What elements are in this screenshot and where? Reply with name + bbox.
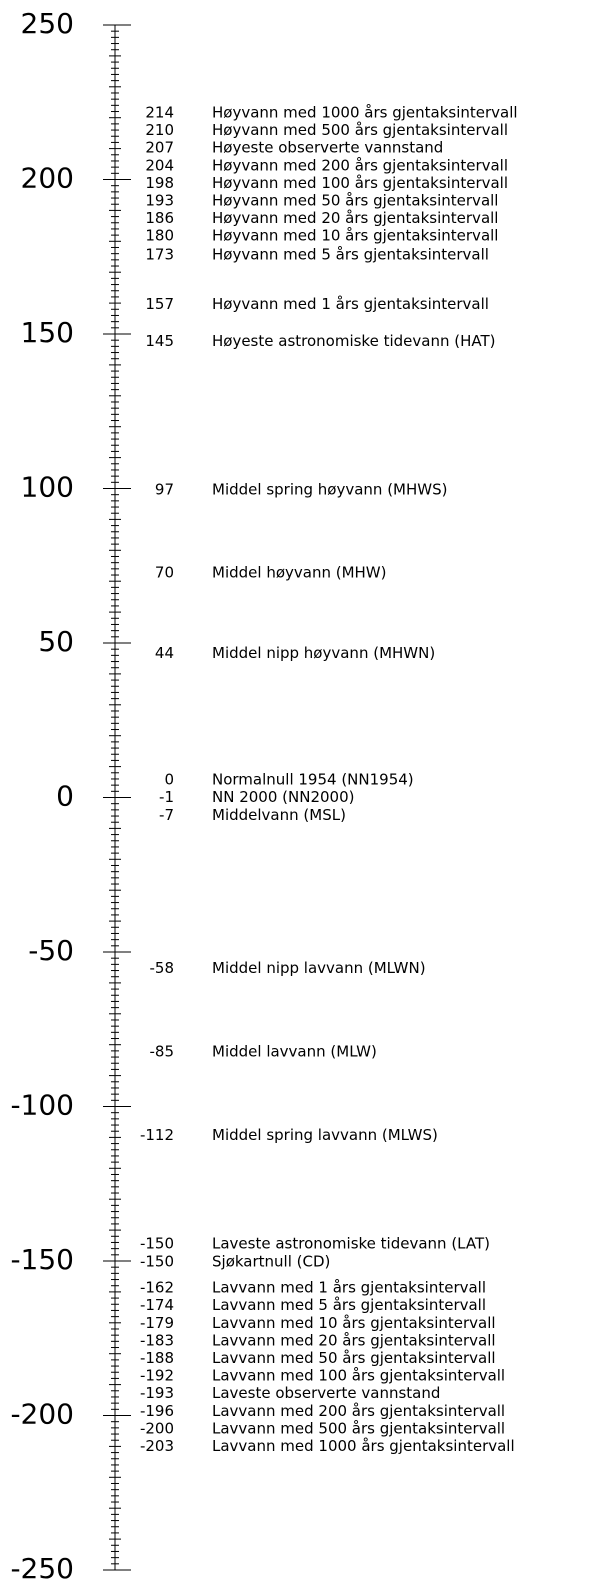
level-value: -192 — [140, 1367, 174, 1385]
level-label: Middel spring lavvann (MLWS) — [212, 1126, 438, 1144]
level-value: 180 — [145, 227, 174, 245]
y-tick-label: -250 — [10, 1552, 74, 1585]
y-tick-label: -200 — [10, 1398, 74, 1431]
level-value: -188 — [140, 1349, 174, 1367]
level-value: 173 — [145, 245, 174, 263]
level-label: Middel spring høyvann (MHWS) — [212, 480, 447, 498]
y-tick-label: 0 — [56, 780, 74, 813]
level-label: Lavvann med 1 års gjentaksintervall — [212, 1279, 486, 1297]
level-label: Høyvann med 500 års gjentaksintervall — [212, 121, 508, 139]
level-label: Lavvann med 20 års gjentaksintervall — [212, 1331, 496, 1349]
y-tick-label: 50 — [38, 625, 74, 658]
level-label: Høyvann med 1000 års gjentaksintervall — [212, 103, 518, 121]
level-label: Middelvann (MSL) — [212, 806, 346, 824]
level-label: Høyvann med 10 års gjentaksintervall — [212, 227, 498, 245]
y-tick-label: 250 — [21, 7, 74, 40]
level-label: Sjøkartnull (CD) — [212, 1252, 330, 1270]
level-value: -193 — [140, 1384, 174, 1402]
level-label: Laveste observerte vannstand — [212, 1384, 440, 1402]
level-value: 210 — [145, 121, 174, 139]
y-tick-label: -50 — [28, 934, 74, 967]
level-value: -112 — [140, 1126, 174, 1144]
level-value: 207 — [145, 139, 174, 157]
level-value: -85 — [150, 1043, 175, 1061]
level-value: -179 — [140, 1314, 174, 1332]
level-value: 97 — [155, 480, 174, 498]
level-value: -183 — [140, 1331, 174, 1349]
level-value: 44 — [155, 644, 174, 662]
level-value: -174 — [140, 1296, 174, 1314]
level-value: 0 — [164, 771, 174, 789]
level-label: Laveste astronomiske tidevann (LAT) — [212, 1235, 490, 1253]
level-value: 145 — [145, 332, 174, 350]
y-tick-label: -100 — [10, 1089, 74, 1122]
level-label: Høyvann med 1 års gjentaksintervall — [212, 295, 489, 313]
level-value: 186 — [145, 209, 174, 227]
level-label: Middel nipp høyvann (MHWN) — [212, 644, 435, 662]
y-tick-label: 150 — [21, 316, 74, 349]
level-value: 193 — [145, 191, 174, 209]
level-label: Lavvann med 100 års gjentaksintervall — [212, 1367, 505, 1385]
level-label: Middel lavvann (MLW) — [212, 1043, 377, 1061]
y-tick-label: 200 — [21, 162, 74, 195]
level-label: Høyvann med 100 års gjentaksintervall — [212, 174, 508, 192]
level-value: -58 — [150, 959, 175, 977]
level-value: 198 — [145, 174, 174, 192]
level-label: Middel høyvann (MHW) — [212, 564, 387, 582]
level-label: Høyvann med 20 års gjentaksintervall — [212, 209, 498, 227]
level-label: Høyvann med 5 års gjentaksintervall — [212, 245, 489, 263]
level-value: -150 — [140, 1235, 174, 1253]
level-label: Normalnull 1954 (NN1954) — [212, 771, 414, 789]
y-tick-label: -150 — [10, 1243, 74, 1276]
level-value: -162 — [140, 1279, 174, 1297]
level-label: Høyvann med 50 års gjentaksintervall — [212, 191, 498, 209]
level-value: 214 — [145, 103, 174, 121]
level-value: -196 — [140, 1402, 174, 1420]
level-value: 204 — [145, 156, 174, 174]
level-label: Lavvann med 10 års gjentaksintervall — [212, 1314, 496, 1332]
level-value: 157 — [145, 295, 174, 313]
level-label: NN 2000 (NN2000) — [212, 788, 354, 806]
level-label: Lavvann med 5 års gjentaksintervall — [212, 1296, 486, 1314]
level-value: -1 — [159, 788, 174, 806]
level-value: -200 — [140, 1419, 174, 1437]
level-label: Høyeste astronomiske tidevann (HAT) — [212, 332, 495, 350]
level-label: Middel nipp lavvann (MLWN) — [212, 959, 426, 977]
level-value: -150 — [140, 1252, 174, 1270]
level-label: Høyvann med 200 års gjentaksintervall — [212, 156, 508, 174]
y-tick-label: 100 — [21, 471, 74, 504]
level-label: Høyeste observerte vannstand — [212, 139, 443, 157]
level-value: 70 — [155, 564, 174, 582]
level-label: Lavvann med 500 års gjentaksintervall — [212, 1419, 505, 1437]
level-value: -7 — [159, 806, 174, 824]
level-label: Lavvann med 50 års gjentaksintervall — [212, 1349, 496, 1367]
level-label: Lavvann med 1000 års gjentaksintervall — [212, 1437, 515, 1455]
level-value: -203 — [140, 1437, 174, 1455]
level-label: Lavvann med 200 års gjentaksintervall — [212, 1402, 505, 1420]
